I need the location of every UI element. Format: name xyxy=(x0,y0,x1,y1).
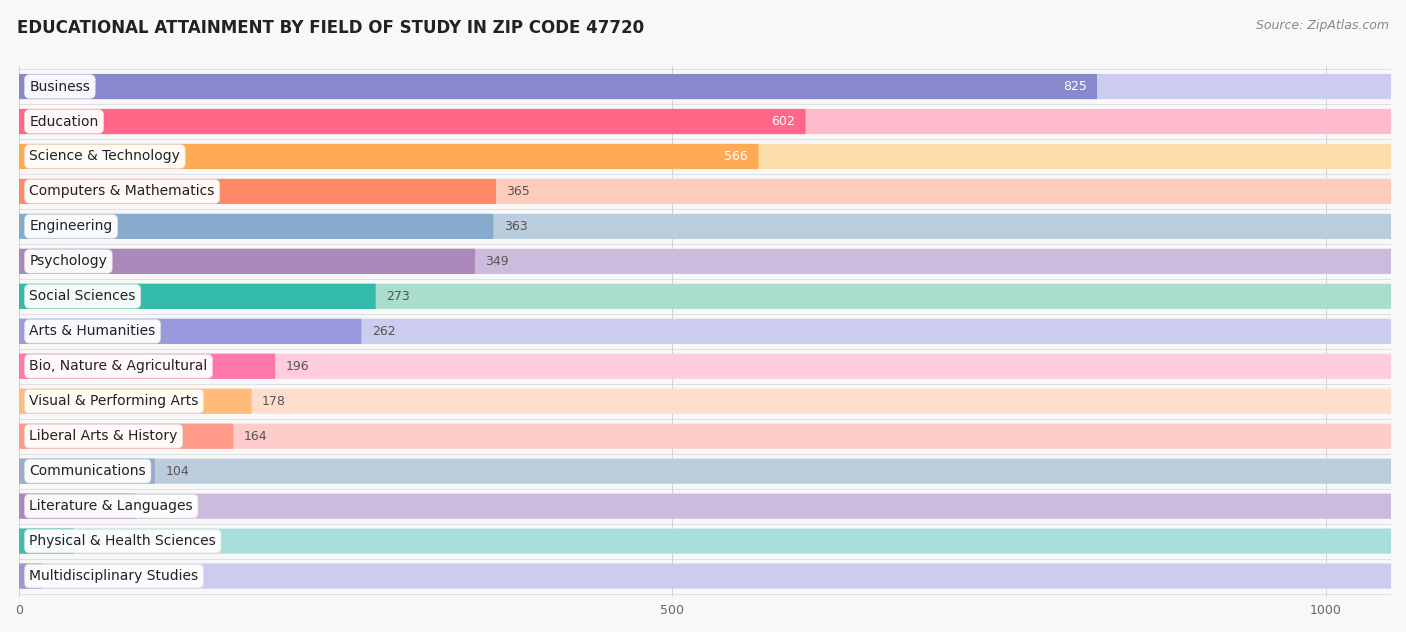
FancyBboxPatch shape xyxy=(20,284,1391,309)
Text: Psychology: Psychology xyxy=(30,254,107,269)
Text: 363: 363 xyxy=(503,220,527,233)
FancyBboxPatch shape xyxy=(20,564,1391,588)
FancyBboxPatch shape xyxy=(20,109,806,134)
Text: Visual & Performing Arts: Visual & Performing Arts xyxy=(30,394,198,408)
FancyBboxPatch shape xyxy=(20,284,375,309)
FancyBboxPatch shape xyxy=(20,74,1391,99)
Text: Arts & Humanities: Arts & Humanities xyxy=(30,324,156,338)
FancyBboxPatch shape xyxy=(20,319,361,344)
Text: Engineering: Engineering xyxy=(30,219,112,233)
FancyBboxPatch shape xyxy=(20,249,475,274)
Text: 365: 365 xyxy=(506,185,530,198)
FancyBboxPatch shape xyxy=(20,459,1391,483)
Text: 178: 178 xyxy=(262,395,285,408)
FancyBboxPatch shape xyxy=(20,354,276,379)
FancyBboxPatch shape xyxy=(20,319,1391,344)
Text: 566: 566 xyxy=(724,150,748,163)
Text: Bio, Nature & Agricultural: Bio, Nature & Agricultural xyxy=(30,359,208,374)
Text: 196: 196 xyxy=(285,360,309,373)
FancyBboxPatch shape xyxy=(20,528,1391,554)
FancyBboxPatch shape xyxy=(20,179,496,204)
Text: 262: 262 xyxy=(371,325,395,338)
FancyBboxPatch shape xyxy=(20,144,759,169)
FancyBboxPatch shape xyxy=(20,389,1391,414)
Text: 42: 42 xyxy=(84,535,100,547)
Text: Science & Technology: Science & Technology xyxy=(30,150,180,164)
Text: Communications: Communications xyxy=(30,464,146,478)
FancyBboxPatch shape xyxy=(20,494,135,519)
FancyBboxPatch shape xyxy=(20,179,1391,204)
Text: 602: 602 xyxy=(772,115,796,128)
Text: Computers & Mathematics: Computers & Mathematics xyxy=(30,185,215,198)
Text: 104: 104 xyxy=(166,465,188,478)
Text: 18: 18 xyxy=(53,569,69,583)
FancyBboxPatch shape xyxy=(20,423,1391,449)
FancyBboxPatch shape xyxy=(20,494,1391,519)
FancyBboxPatch shape xyxy=(20,214,494,239)
FancyBboxPatch shape xyxy=(20,354,1391,379)
Text: EDUCATIONAL ATTAINMENT BY FIELD OF STUDY IN ZIP CODE 47720: EDUCATIONAL ATTAINMENT BY FIELD OF STUDY… xyxy=(17,19,644,37)
FancyBboxPatch shape xyxy=(20,74,1097,99)
Text: Source: ZipAtlas.com: Source: ZipAtlas.com xyxy=(1256,19,1389,32)
Text: 164: 164 xyxy=(243,430,267,442)
Text: 89: 89 xyxy=(146,500,162,513)
FancyBboxPatch shape xyxy=(20,389,252,414)
Text: Multidisciplinary Studies: Multidisciplinary Studies xyxy=(30,569,198,583)
Text: Liberal Arts & History: Liberal Arts & History xyxy=(30,429,177,443)
Text: Physical & Health Sciences: Physical & Health Sciences xyxy=(30,534,217,548)
Text: Education: Education xyxy=(30,114,98,128)
Text: 825: 825 xyxy=(1063,80,1087,93)
FancyBboxPatch shape xyxy=(20,214,1391,239)
Text: 273: 273 xyxy=(387,290,411,303)
FancyBboxPatch shape xyxy=(20,249,1391,274)
FancyBboxPatch shape xyxy=(20,459,155,483)
FancyBboxPatch shape xyxy=(20,144,1391,169)
FancyBboxPatch shape xyxy=(20,109,1391,134)
Text: Literature & Languages: Literature & Languages xyxy=(30,499,193,513)
Text: Business: Business xyxy=(30,80,90,94)
FancyBboxPatch shape xyxy=(20,423,233,449)
Text: 349: 349 xyxy=(485,255,509,268)
Text: Social Sciences: Social Sciences xyxy=(30,289,136,303)
FancyBboxPatch shape xyxy=(20,564,42,588)
FancyBboxPatch shape xyxy=(20,528,75,554)
